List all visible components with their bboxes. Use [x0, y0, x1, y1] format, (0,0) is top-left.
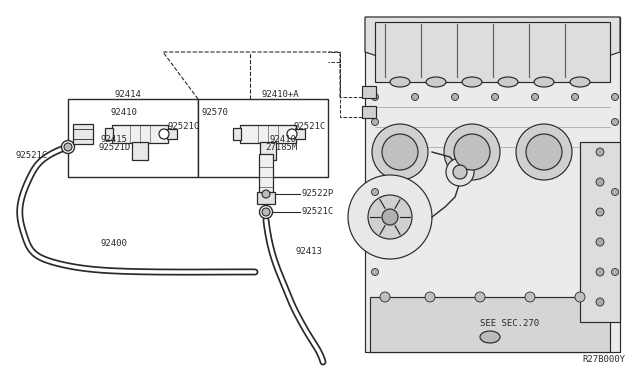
- Text: 92400: 92400: [100, 240, 127, 248]
- Circle shape: [475, 292, 485, 302]
- Text: 92522P: 92522P: [302, 189, 334, 198]
- Circle shape: [596, 178, 604, 186]
- Circle shape: [412, 93, 419, 100]
- Circle shape: [382, 134, 418, 170]
- Text: 92521C: 92521C: [302, 206, 334, 215]
- Circle shape: [531, 93, 538, 100]
- Bar: [295, 129, 305, 139]
- Circle shape: [451, 93, 458, 100]
- Text: 92413: 92413: [296, 247, 323, 257]
- Circle shape: [64, 143, 72, 151]
- Text: 92521D: 92521D: [98, 142, 131, 151]
- Circle shape: [525, 292, 535, 302]
- Text: 92521C: 92521C: [294, 122, 326, 131]
- Text: 92521C: 92521C: [15, 151, 47, 160]
- Circle shape: [382, 209, 398, 225]
- Circle shape: [454, 134, 490, 170]
- Text: 92414: 92414: [115, 90, 141, 99]
- Text: 27185M: 27185M: [265, 142, 297, 151]
- Circle shape: [596, 268, 604, 276]
- Bar: [362, 86, 376, 98]
- Text: SEE SEC.270: SEE SEC.270: [481, 320, 540, 328]
- Text: 92570: 92570: [202, 108, 229, 116]
- Circle shape: [348, 175, 432, 259]
- Circle shape: [368, 195, 412, 239]
- Circle shape: [446, 158, 474, 186]
- Circle shape: [492, 93, 499, 100]
- Circle shape: [380, 292, 390, 302]
- Circle shape: [372, 124, 428, 180]
- Bar: [375, 22, 610, 82]
- Bar: [73, 124, 93, 144]
- Polygon shape: [365, 17, 620, 82]
- Circle shape: [611, 93, 618, 100]
- Circle shape: [572, 93, 579, 100]
- Circle shape: [611, 189, 618, 196]
- Circle shape: [259, 205, 273, 218]
- Circle shape: [159, 129, 169, 139]
- Text: R27B000Y: R27B000Y: [582, 355, 625, 364]
- Circle shape: [611, 269, 618, 276]
- Circle shape: [596, 148, 604, 156]
- Ellipse shape: [426, 77, 446, 87]
- Bar: [132, 142, 148, 160]
- Bar: [362, 106, 376, 118]
- Ellipse shape: [534, 77, 554, 87]
- Text: 92521C: 92521C: [168, 122, 200, 131]
- Circle shape: [425, 292, 435, 302]
- Text: 92410+A: 92410+A: [261, 90, 299, 99]
- Bar: [105, 128, 113, 140]
- Bar: [198, 99, 328, 177]
- Bar: [167, 129, 177, 139]
- Circle shape: [259, 187, 273, 201]
- Bar: [580, 142, 620, 322]
- Bar: [259, 154, 273, 194]
- Bar: [240, 125, 296, 143]
- Circle shape: [596, 208, 604, 216]
- Circle shape: [596, 298, 604, 306]
- Circle shape: [371, 189, 378, 196]
- Ellipse shape: [498, 77, 518, 87]
- Circle shape: [287, 129, 297, 139]
- Ellipse shape: [480, 331, 500, 343]
- Circle shape: [611, 119, 618, 125]
- Circle shape: [371, 269, 378, 276]
- Text: 92410: 92410: [270, 135, 297, 144]
- Ellipse shape: [570, 77, 590, 87]
- Circle shape: [596, 238, 604, 246]
- Text: 92415: 92415: [100, 135, 127, 144]
- Ellipse shape: [462, 77, 482, 87]
- Bar: [68, 99, 198, 177]
- Circle shape: [61, 141, 74, 154]
- Circle shape: [453, 165, 467, 179]
- Circle shape: [262, 190, 270, 198]
- Bar: [257, 192, 275, 204]
- Bar: [370, 297, 610, 352]
- Ellipse shape: [390, 77, 410, 87]
- Circle shape: [575, 292, 585, 302]
- Circle shape: [444, 124, 500, 180]
- Text: 92410: 92410: [110, 108, 137, 116]
- Bar: [365, 17, 620, 352]
- Circle shape: [371, 119, 378, 125]
- Bar: [112, 125, 168, 143]
- Circle shape: [262, 208, 270, 216]
- Circle shape: [526, 134, 562, 170]
- Bar: [260, 142, 276, 160]
- Circle shape: [371, 93, 378, 100]
- Circle shape: [516, 124, 572, 180]
- Bar: [233, 128, 241, 140]
